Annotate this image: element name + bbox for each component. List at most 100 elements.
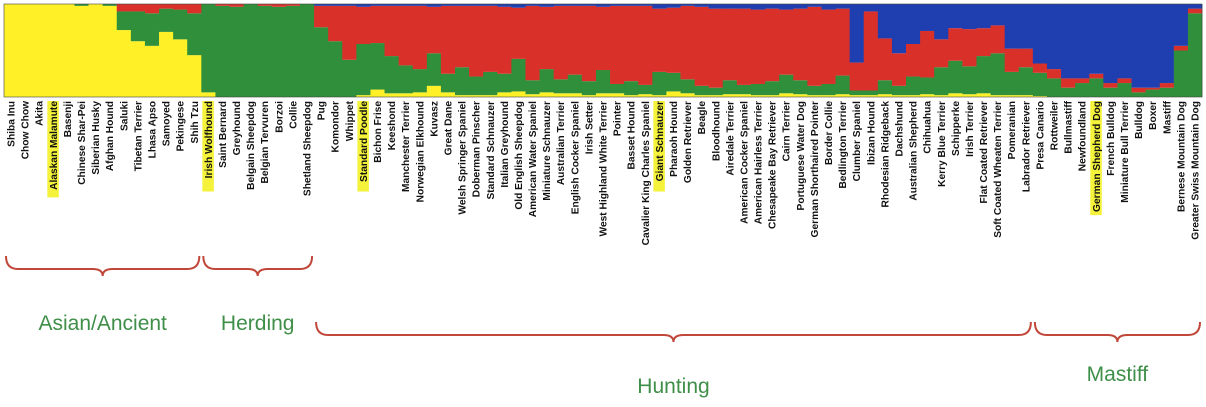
bar-segment-red-10: [144, 4, 160, 14]
bar-segment-yellow-27: [384, 93, 400, 97]
bar-segment-yellow-29: [412, 92, 428, 97]
breed-label-group: Manchester Terrier: [401, 101, 412, 192]
bar-segment-yellow-48: [680, 93, 696, 97]
bar-segment-green-47: [666, 72, 681, 92]
bar-segment-red-69: [976, 28, 991, 57]
bar-segment-green-51: [722, 80, 738, 95]
bar-segment-green-84: [1187, 13, 1203, 97]
bar-segment-red-23: [328, 5, 343, 42]
bar-segment-yellow-60: [849, 95, 865, 97]
bar-segment-red-29: [412, 5, 428, 70]
bar-segment-red-24: [342, 5, 357, 60]
breed-label-group: Chinese Shar-Pei: [77, 101, 88, 185]
bar-segment-yellow-7: [102, 5, 118, 97]
group-annotations: Asian/Ancient Herding Hunting Mastiff: [5, 255, 1201, 398]
bar-segment-red-80: [1131, 87, 1147, 93]
bar-segment-yellow-26: [370, 89, 385, 97]
breed-label-group: Portuguese Water Dog: [796, 101, 807, 210]
bar-segment-yellow-49: [694, 95, 710, 97]
bar-segment-blue-33: [469, 4, 484, 6]
bar-segment-red-52: [736, 8, 752, 85]
bar-segment-yellow-62: [877, 94, 893, 97]
bar-segment-red-53: [750, 9, 766, 84]
bar-segment-red-47: [666, 7, 681, 73]
bar-segment-blue-75: [1061, 4, 1076, 79]
bar-segment-blue-23: [328, 4, 343, 6]
breed-label: Whippet: [345, 100, 356, 141]
breed-label-group: Clumber Spaniel: [852, 101, 863, 182]
bar-segment-red-74: [1046, 69, 1062, 79]
bar-segment-red-43: [610, 5, 625, 84]
group-label: Asian/Ancient: [38, 312, 167, 335]
bar-segment-red-42: [595, 6, 611, 71]
bar-segment-blue-31: [440, 4, 456, 6]
breed-label: Akita: [35, 101, 46, 126]
bar-segment-blue-52: [736, 4, 752, 9]
breed-label-group: Shetland Sheepdog: [303, 101, 314, 196]
bar-segment-red-44: [624, 5, 639, 82]
bar-segment-yellow-58: [821, 95, 836, 97]
breed-label-group: Shiba Inu: [7, 101, 18, 147]
bar-segment-red-37: [525, 5, 540, 81]
breed-label: Greyhound: [232, 101, 243, 155]
bar-segment-green-60: [849, 90, 865, 96]
breed-label-group: German Shepherd Dog: [1090, 101, 1103, 216]
breed-label-group: Old English Sheepdog: [514, 101, 525, 210]
bar-segment-green-34: [483, 71, 498, 96]
bar-segment-yellow-56: [793, 94, 808, 97]
breed-label-group: Cairn Terrier: [782, 101, 793, 161]
bar-segment-green-29: [412, 69, 428, 93]
breed-label: Irish Wolfhound: [204, 101, 215, 178]
breed-label-group: Borzoi: [274, 101, 285, 133]
bar-segment-blue-42: [595, 4, 611, 7]
bar-segment-green-54: [765, 81, 780, 96]
bar-segment-yellow-68: [962, 94, 977, 97]
breed-label: Belgian Tervuren: [260, 101, 271, 183]
bar-segment-blue-48: [680, 4, 696, 6]
bar-segment-yellow-38: [539, 92, 555, 97]
group-brace: [202, 255, 314, 277]
breed-label: Boxer: [1148, 101, 1159, 130]
bar-segment-green-44: [624, 81, 639, 96]
breed-label-group: Labrador Retriever: [1021, 101, 1032, 192]
bar-segment-yellow-51: [722, 94, 738, 97]
bar-segment-green-68: [962, 66, 977, 95]
bar-segment-blue-24: [342, 4, 357, 6]
breed-label: Lhasa Apso: [147, 101, 158, 158]
breed-label-group: Belgain Sheepdog: [246, 101, 257, 190]
breed-label-group: Beagle: [697, 101, 708, 135]
bar-segment-blue-57: [807, 4, 822, 7]
breed-label: Rhodesian Ridgeback: [880, 101, 891, 208]
bar-segment-yellow-1: [18, 4, 33, 97]
breed-label: Norwegian Elkhound: [415, 101, 426, 202]
breed-label-group: Chow Chow: [21, 101, 32, 159]
bar-segment-red-81: [1145, 87, 1161, 90]
bar-segment-green-83: [1173, 50, 1189, 97]
breed-label: Shih Tzu: [190, 101, 201, 143]
bar-segment-red-84: [1187, 8, 1203, 14]
breed-label: Basenji: [63, 101, 74, 137]
breed-label: Giant Schnauzer: [655, 101, 666, 181]
bar-segment-blue-81: [1145, 4, 1161, 88]
group-label: Herding: [221, 312, 295, 335]
bar-segment-green-50: [708, 87, 724, 96]
bar-segment-red-60: [849, 62, 865, 91]
breed-label-group: American Water Spaniel: [528, 101, 539, 217]
bar-segment-blue-43: [610, 4, 625, 6]
breed-label: Ibizan Hound: [866, 101, 877, 165]
bar-segment-green-82: [1159, 87, 1175, 97]
bar-segment-yellow-32: [455, 95, 470, 97]
breed-label-group: Mastiff: [1162, 100, 1173, 133]
bar-segment-red-26: [370, 5, 385, 44]
breed-label: Airedale Terrier: [725, 101, 736, 176]
bar-segment-blue-72: [1018, 4, 1034, 49]
breed-label: Samoyed: [162, 101, 173, 146]
bar-segment-blue-22: [314, 4, 329, 6]
bar-segment-green-15: [215, 5, 230, 97]
bar-segment-yellow-30: [426, 85, 442, 97]
bar-segment-blue-37: [525, 4, 540, 6]
breed-label-group: Greater Swiss Mountain Dog: [1190, 101, 1201, 240]
bar-segment-green-31: [440, 73, 456, 93]
bar-segment-blue-51: [722, 4, 738, 9]
